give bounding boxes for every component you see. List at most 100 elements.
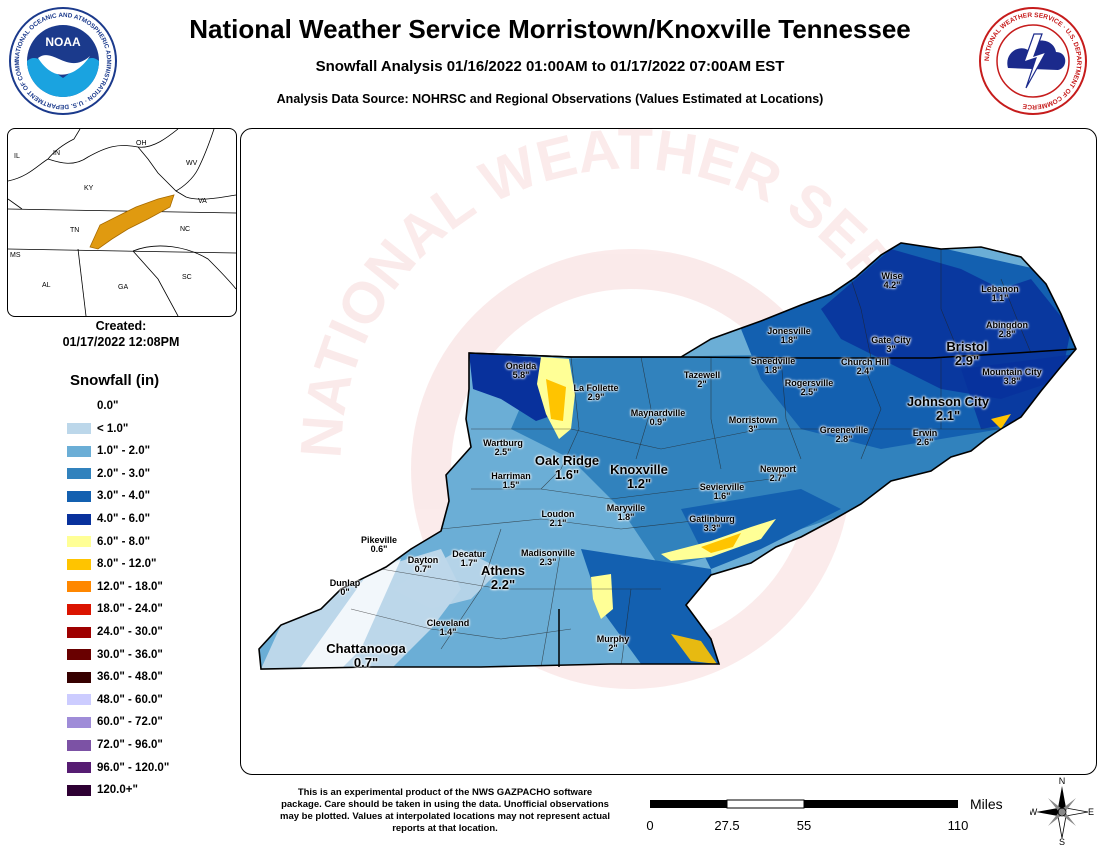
page-title: National Weather Service Morristown/Knox… bbox=[189, 14, 911, 44]
city-snowfall-value: 2.5" bbox=[800, 387, 818, 398]
city-snowfall-value: 0.7" bbox=[414, 564, 432, 575]
city-name: Tazewell bbox=[683, 370, 721, 380]
region-outline bbox=[258, 242, 1077, 670]
city-snowfall-value: 1.7" bbox=[460, 558, 478, 569]
city-name: Chattanooga bbox=[326, 641, 406, 656]
city-label: Cleveland 1.4" bbox=[426, 618, 470, 638]
legend-swatch bbox=[67, 784, 91, 796]
legend-item: 96.0" - 120.0" bbox=[67, 757, 169, 779]
legend-label: 12.0" - 18.0" bbox=[97, 580, 163, 593]
compass-n: N bbox=[1059, 776, 1066, 786]
legend-item: 48.0" - 60.0" bbox=[67, 689, 163, 711]
city-snowfall-value: 1.8" bbox=[780, 335, 798, 346]
city-name: Abingdon bbox=[986, 320, 1028, 330]
city-snowfall-value: 0.7" bbox=[353, 654, 379, 670]
city-snowfall-value: 2.2" bbox=[490, 576, 516, 592]
city-snowfall-value: 1.2" bbox=[626, 475, 652, 491]
nws-logo: NATIONAL WEATHER SERVICE · U.S. DEPARTME… bbox=[979, 7, 1087, 115]
legend-label: 96.0" - 120.0" bbox=[97, 761, 170, 774]
city-label: Jonesville 1.8" bbox=[767, 326, 811, 346]
legend-item: 60.0" - 72.0" bbox=[67, 711, 163, 733]
scale-segment-2 bbox=[726, 799, 805, 809]
legend-label: 30.0" - 36.0" bbox=[97, 648, 163, 661]
city-label: Newport 2.7" bbox=[760, 464, 796, 484]
city-label: Chattanooga 0.7" bbox=[326, 642, 405, 669]
city-label: Maynardville 0.9" bbox=[631, 408, 686, 428]
legend-label: 120.0+" bbox=[97, 784, 138, 797]
city-label: Knoxville 1.2" bbox=[610, 463, 668, 490]
legend-item: 8.0" - 12.0" bbox=[67, 553, 157, 575]
state-label-oh: OH bbox=[136, 140, 147, 147]
compass-rose-icon: N S E W bbox=[1030, 776, 1094, 846]
city-label: Oak Ridge 1.6" bbox=[535, 454, 599, 481]
city-label: Lebanon 1.1" bbox=[981, 284, 1019, 304]
city-label: Harriman 1.5" bbox=[491, 471, 531, 491]
scale-unit: Miles bbox=[970, 796, 1003, 812]
state-label-sc: SC bbox=[182, 274, 192, 281]
city-label: Gate City 3" bbox=[871, 335, 911, 355]
city-name: Mountain City bbox=[982, 367, 1042, 377]
legend-label: 24.0" - 30.0" bbox=[97, 626, 163, 638]
city-label: Gatlinburg 3.3" bbox=[689, 514, 735, 534]
city-name: Sneedville bbox=[750, 356, 796, 366]
legend-swatch bbox=[67, 626, 91, 638]
city-snowfall-value: 2.5" bbox=[494, 447, 512, 458]
city-snowfall-value: 2.9" bbox=[587, 392, 605, 403]
city-snowfall-value: 2.3" bbox=[539, 557, 557, 568]
legend-swatch bbox=[67, 558, 91, 570]
city-label: Pikeville 0.6" bbox=[360, 535, 398, 555]
city-label: Greeneville 2.8" bbox=[820, 425, 869, 445]
state-label-tn: TN bbox=[70, 227, 79, 234]
city-name: Johnson City bbox=[906, 394, 990, 409]
scale-tick-55: 55 bbox=[796, 818, 812, 833]
noaa-text: NOAA bbox=[45, 35, 81, 49]
city-label: Mountain City 3.8" bbox=[982, 367, 1042, 387]
legend-label: 48.0" - 60.0" bbox=[97, 693, 163, 706]
created-info: Created: 01/17/2022 12:08PM bbox=[7, 318, 235, 350]
city-label: Loudon 2.1" bbox=[541, 509, 575, 529]
created-label: Created: bbox=[95, 319, 147, 333]
locator-inset-map: IL IN OH WV KY VA TN NC MS AL GA SC bbox=[7, 128, 237, 317]
snowfall-map: NATIONAL WEATHER SERVICE · U.S. DEPARTME… bbox=[240, 128, 1097, 775]
city-name: Loudon bbox=[541, 509, 575, 519]
city-label: Maryville 1.8" bbox=[607, 503, 646, 523]
city-label: Tazewell 2" bbox=[683, 370, 721, 390]
legend-label: 1.0" - 2.0" bbox=[97, 445, 151, 458]
city-label: Abingdon 2.8" bbox=[986, 320, 1028, 340]
legend-swatch bbox=[67, 762, 91, 774]
city-name: Oneida bbox=[505, 361, 537, 371]
city-name: Murphy bbox=[596, 634, 630, 644]
city-snowfall-value: 2.4" bbox=[856, 366, 874, 377]
city-name: Dunlap bbox=[329, 578, 361, 588]
state-label-in: IN bbox=[53, 150, 60, 157]
noaa-logo: NATIONAL OCEANIC AND ATMOSPHERIC ADMINIS… bbox=[8, 6, 117, 115]
city-name: Harriman bbox=[491, 471, 531, 481]
legend-label: 60.0" - 72.0" bbox=[97, 716, 163, 729]
city-name: Wise bbox=[881, 271, 903, 281]
city-snowfall-value: 3.3" bbox=[703, 523, 721, 534]
city-name: Cleveland bbox=[426, 618, 470, 628]
city-label: Decatur 1.7" bbox=[452, 549, 486, 569]
legend-swatch bbox=[67, 603, 91, 615]
legend-swatch bbox=[67, 581, 91, 593]
legend-swatch bbox=[67, 423, 91, 435]
locator-map-svg: IL IN OH WV KY VA TN NC MS AL GA SC bbox=[8, 129, 236, 316]
city-label: Wartburg 2.5" bbox=[483, 438, 523, 458]
legend-item: 12.0" - 18.0" bbox=[67, 576, 163, 598]
city-label: Oneida 5.8" bbox=[505, 361, 537, 381]
city-label: Murphy 2" bbox=[596, 634, 630, 654]
city-snowfall-value: 1.8" bbox=[764, 365, 782, 376]
legend-label: 0.0" bbox=[97, 400, 119, 412]
scale-tick-110: 110 bbox=[947, 818, 969, 833]
city-name: Dayton bbox=[407, 555, 439, 565]
city-snowfall-value: 2" bbox=[608, 643, 618, 654]
city-name: Newport bbox=[760, 464, 796, 474]
city-snowfall-value: 0.6" bbox=[370, 544, 388, 555]
city-name: Morristown bbox=[728, 415, 778, 425]
city-name: Pikeville bbox=[360, 535, 398, 545]
city-label: Morristown 3" bbox=[728, 415, 778, 435]
compass-s: S bbox=[1059, 837, 1065, 846]
legend-label: 4.0" - 6.0" bbox=[97, 513, 151, 525]
state-label-il: IL bbox=[14, 153, 20, 160]
data-source-note: Analysis Data Source: NOHRSC and Regiona… bbox=[276, 92, 824, 106]
